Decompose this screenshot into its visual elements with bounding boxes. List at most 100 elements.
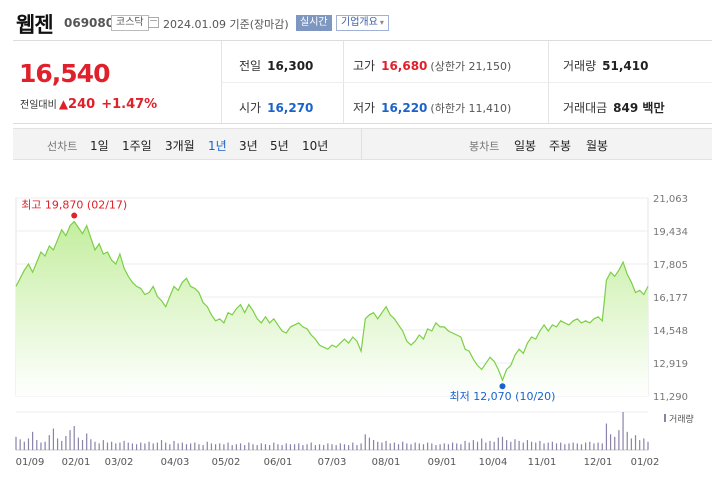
period-3m[interactable]: 3개월	[165, 139, 195, 153]
up-arrow-icon: ▲	[58, 97, 69, 111]
volume-bar	[285, 443, 287, 450]
low-marker	[499, 383, 506, 390]
volume-bar	[310, 442, 312, 450]
quote-summary: 16,540 전일대비 ▲240 +1.47% 전일 16,300 고가 16,680(…	[13, 40, 712, 124]
open-price: 시가 16,270	[239, 101, 314, 115]
volume-bar	[177, 443, 179, 450]
stock-code: 069080	[64, 16, 115, 30]
volume-bar	[198, 444, 200, 450]
volume-bar	[331, 444, 333, 450]
change-value: 240	[68, 97, 96, 112]
volume-bar	[123, 440, 125, 450]
volume-bar	[435, 445, 437, 450]
volume-bar	[206, 441, 208, 450]
volume-bar	[489, 440, 491, 450]
volume-bar	[289, 444, 292, 450]
period-5y[interactable]: 5년	[270, 139, 289, 153]
volume-bar	[493, 441, 495, 450]
volume-bar	[464, 440, 466, 450]
stock-name: 웹젠	[16, 13, 54, 37]
volume-bar	[277, 444, 279, 450]
volume-bars	[15, 411, 649, 451]
volume-bar	[506, 440, 508, 450]
volume-bar	[372, 440, 375, 450]
volume-bar	[443, 443, 445, 450]
volume-bar	[360, 443, 362, 450]
line-chart-label: 선차트	[47, 140, 78, 153]
volume-bar	[48, 435, 50, 450]
period-1d[interactable]: 1일	[90, 139, 109, 153]
volume-bar	[460, 444, 462, 450]
realtime-button[interactable]: 실시간	[296, 15, 332, 31]
chart-period-bar: 선차트 1일 1주일 3개월 1년 3년 5년 10년 봉차트 일봉 주봉 월봉	[13, 128, 712, 160]
period-3y[interactable]: 3년	[239, 139, 258, 153]
volume-bar	[194, 442, 196, 450]
candle-monthly[interactable]: 월봉	[586, 139, 609, 153]
volume-bar	[185, 444, 188, 450]
volume-bar	[402, 441, 404, 450]
candle-weekly[interactable]: 주봉	[549, 139, 572, 153]
day-low: 저가 16,220 (하한가 11,410)	[353, 101, 512, 115]
x-tick-label: 08/01	[372, 457, 401, 468]
volume-bar	[406, 443, 408, 450]
volume-bar	[605, 423, 608, 450]
volume-bar	[393, 442, 395, 450]
period-1y[interactable]: 1년	[208, 139, 227, 153]
volume-bar	[69, 430, 71, 450]
volume-bar	[98, 443, 100, 450]
company-info-button[interactable]: 기업개요 ▾	[336, 15, 389, 31]
x-tick-label: 11/01	[528, 457, 557, 468]
volume-legend: 거래량	[669, 413, 694, 425]
x-tick-label: 03/02	[105, 457, 134, 468]
volume-bar	[585, 442, 587, 450]
volume-bar	[181, 442, 183, 450]
y-axis: 21,063 19,434 17,805 16,177 14,548 12,919 11,2…	[653, 194, 688, 403]
divider	[361, 129, 362, 159]
volume-bar	[293, 444, 296, 450]
volume-bar	[152, 443, 154, 450]
x-tick-label: 02/01	[62, 457, 91, 468]
volume-bar	[530, 441, 533, 450]
volume-bar	[61, 440, 63, 450]
volume-bar	[364, 434, 366, 450]
volume-bar	[468, 442, 470, 450]
volume-bar	[19, 439, 21, 450]
x-tick-label: 12/01	[584, 457, 613, 468]
volume-bar	[223, 444, 225, 450]
volume-bar	[634, 435, 637, 450]
volume-bar	[281, 445, 283, 450]
candle-chart-label: 봉차트	[469, 140, 500, 153]
volume-bar	[190, 443, 192, 450]
trade-value: 거래대금 849 백만	[563, 101, 665, 115]
volume-bar	[202, 445, 204, 450]
price-chart: 21,063 19,434 17,805 16,177 14,548 12,919 11,2…	[0, 160, 712, 486]
candle-daily[interactable]: 일봉	[514, 139, 537, 153]
volume: 거래량 51,410	[563, 59, 649, 73]
volume-bar	[526, 440, 529, 450]
volume-bar	[352, 442, 354, 450]
volume-bar	[601, 443, 603, 450]
x-tick-label: 06/01	[264, 457, 293, 468]
volume-bar	[302, 445, 304, 450]
volume-bar	[643, 438, 645, 450]
y-tick-label: 21,063	[653, 194, 688, 205]
volume-bar	[343, 444, 346, 450]
period-10y[interactable]: 10년	[302, 139, 329, 153]
price-chart-svg: 21,063 19,434 17,805 16,177 14,548 12,919 11,2…	[15, 194, 694, 468]
volume-bar	[81, 440, 84, 450]
volume-bar	[165, 442, 167, 450]
y-tick-label: 14,548	[653, 326, 688, 337]
volume-bar	[630, 438, 632, 450]
volume-bar	[90, 439, 92, 450]
volume-bar	[102, 440, 104, 450]
change-label: 전일대비	[20, 100, 57, 111]
period-1w[interactable]: 1주일	[122, 139, 152, 153]
volume-bar	[614, 436, 616, 450]
volume-bar	[381, 442, 383, 450]
volume-bar	[314, 445, 316, 450]
volume-bar	[44, 441, 46, 450]
volume-bar	[156, 442, 158, 450]
volume-bar	[36, 440, 38, 450]
volume-bar	[451, 442, 454, 450]
volume-bar	[427, 442, 429, 450]
